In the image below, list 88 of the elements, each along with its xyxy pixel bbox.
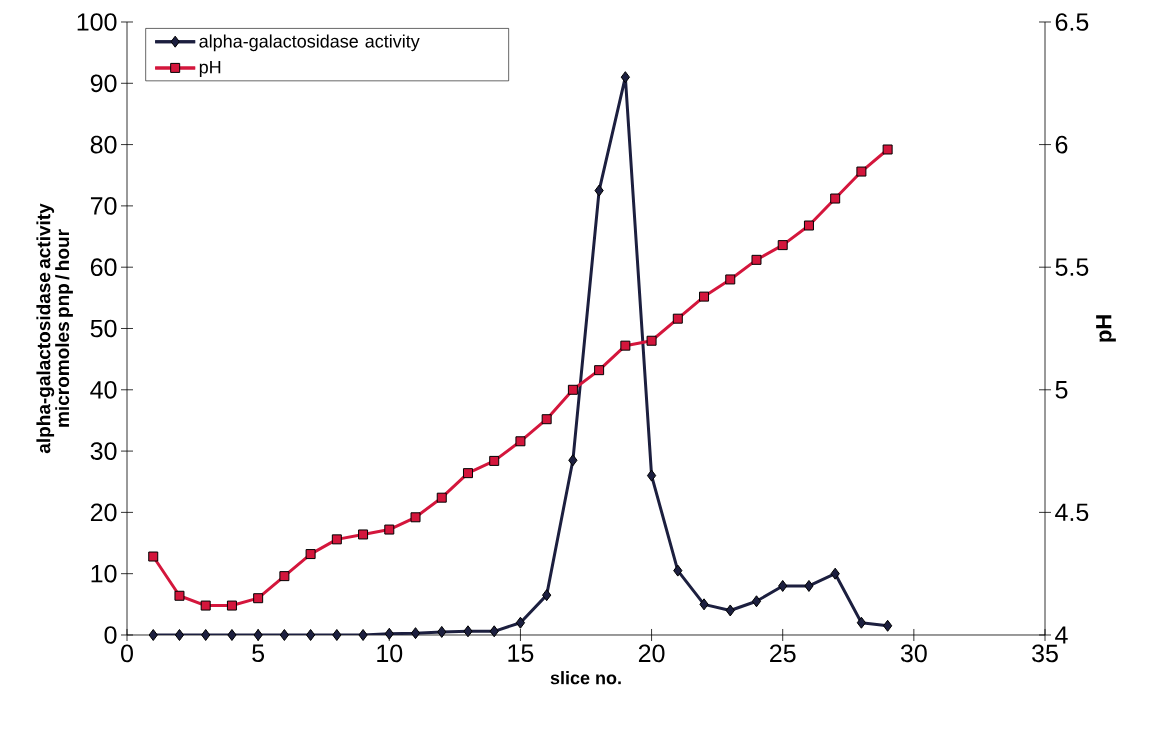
y-tick-label: 70 (90, 197, 117, 215)
point (226, 600, 237, 611)
point (358, 628, 368, 641)
point (672, 313, 683, 324)
point (462, 468, 473, 479)
point (305, 628, 316, 641)
point (751, 254, 762, 265)
point (883, 619, 893, 632)
point (148, 551, 159, 562)
x-tick-label: 5 (252, 644, 265, 662)
point (463, 625, 473, 638)
point (148, 628, 158, 641)
y-axis-title: alpha-galactosidase activity micromoles pnp / hour (36, 203, 73, 454)
x-tick-label: 25 (770, 644, 796, 663)
x-tick-label: 15 (508, 644, 534, 662)
point (751, 595, 762, 608)
point (803, 220, 814, 231)
y2-tick-label: 4.5 (1055, 503, 1089, 522)
point (201, 628, 211, 641)
x-tick-label: 35 (1032, 644, 1058, 663)
point (331, 534, 342, 545)
point (646, 469, 657, 482)
point (568, 454, 578, 467)
point (384, 524, 395, 535)
point (305, 549, 316, 560)
legend-label: pH (199, 60, 221, 78)
point (253, 593, 264, 604)
point (725, 604, 735, 617)
y-tick-label: 80 (90, 135, 117, 154)
point (882, 144, 893, 155)
x-tick-label: 30 (900, 644, 927, 663)
y2-tick-label: 5 (1055, 381, 1068, 399)
point (384, 627, 394, 640)
y2-tick-label: 4 (1055, 626, 1068, 644)
point (436, 492, 447, 503)
point (699, 291, 710, 302)
point (410, 512, 421, 523)
point (673, 564, 683, 577)
point (594, 365, 605, 376)
point (542, 589, 552, 602)
point (856, 166, 867, 177)
point (174, 590, 185, 601)
point (804, 579, 814, 592)
y2-tick-label: 5.5 (1055, 258, 1089, 276)
point (594, 184, 604, 197)
point (646, 335, 657, 346)
point (279, 628, 289, 641)
y-tick-label: 20 (90, 503, 117, 522)
point (174, 628, 185, 641)
x-axis-title: slice no. (550, 671, 621, 685)
point (227, 628, 237, 641)
y-tick-label: 0 (104, 626, 117, 644)
point (620, 340, 631, 351)
point (437, 625, 447, 638)
y-tick-label: 100 (77, 13, 117, 31)
point (830, 193, 841, 204)
point (489, 455, 500, 466)
point (777, 240, 788, 251)
point (489, 625, 499, 638)
legend-label: alpha-galactosidase activity (199, 34, 420, 52)
y2-axis-title: pH (1096, 315, 1116, 342)
point (620, 71, 630, 84)
y-tick-label: 60 (90, 258, 117, 277)
point (332, 628, 342, 641)
y-tick-label: 90 (90, 74, 117, 93)
point (699, 598, 709, 611)
point (725, 274, 736, 285)
point (567, 384, 578, 395)
x-tick-label: 10 (377, 644, 403, 663)
y-tick-label: 30 (90, 442, 117, 460)
point (515, 616, 526, 629)
y2-tick-label: 6 (1055, 135, 1068, 154)
point (200, 600, 211, 611)
y-tick-label: 50 (90, 319, 117, 338)
y2-tick-label: 6.5 (1055, 13, 1089, 31)
point (541, 414, 552, 425)
y-tick-label: 40 (90, 380, 117, 399)
y-tick-label: 10 (91, 564, 117, 583)
point (830, 567, 840, 580)
point (856, 616, 867, 629)
x-tick-label: 20 (638, 644, 665, 663)
point (358, 529, 369, 540)
point (778, 579, 788, 592)
point (279, 571, 290, 582)
x-tick-label: 0 (121, 644, 133, 663)
point (515, 436, 526, 447)
point (410, 627, 421, 640)
point (253, 628, 263, 641)
